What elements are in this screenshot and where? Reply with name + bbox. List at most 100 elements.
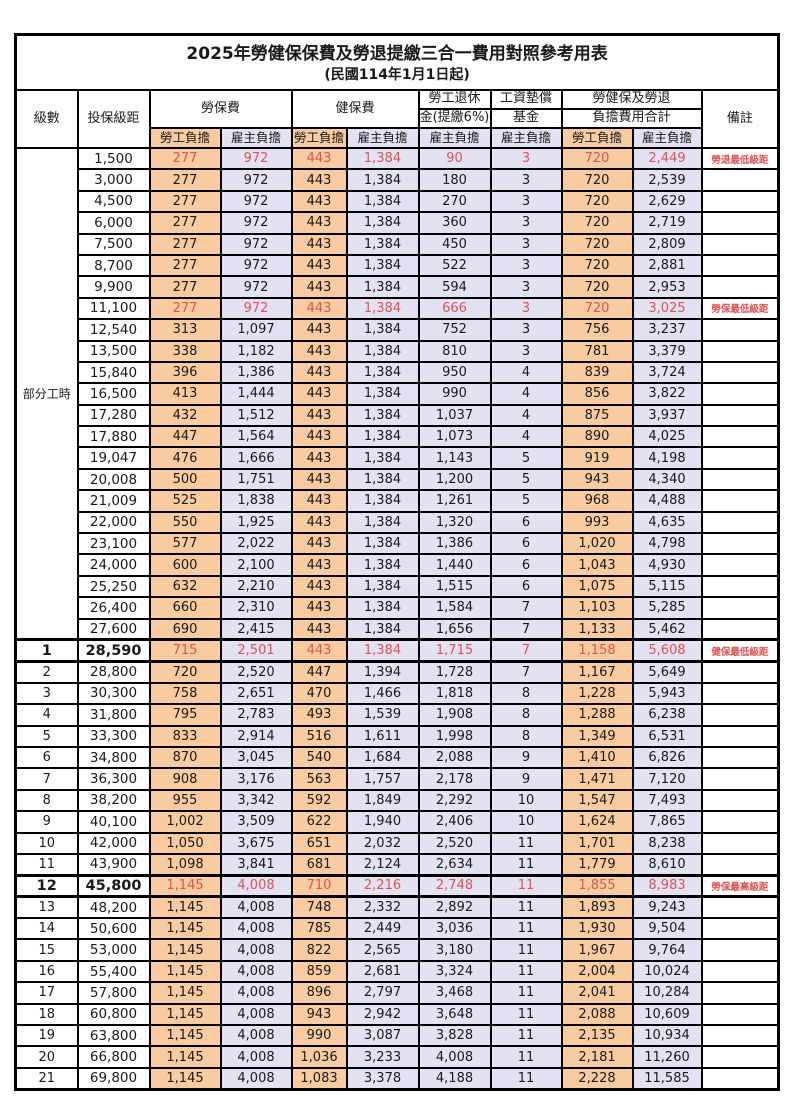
remark-cell xyxy=(700,745,780,770)
table-row: 7,500 277 972 443 1,384 450 3 720 2,809 xyxy=(16,232,780,256)
value-cell: 3 xyxy=(489,253,563,278)
value-cell: 3,937 xyxy=(631,403,703,428)
salary-cell: 12,540 xyxy=(76,318,151,342)
salary-cell: 28,590 xyxy=(76,638,151,663)
table-row: 19,047 476 1,666 443 1,384 1,143 5 919 4,198 xyxy=(16,446,780,470)
value-cell: 2,178 xyxy=(417,767,492,791)
value-cell: 8,238 xyxy=(631,831,703,855)
value-cell: 1,584 xyxy=(417,596,492,620)
value-cell: 3,045 xyxy=(219,745,293,770)
value-cell: 3 xyxy=(489,189,563,214)
value-cell: 2,228 xyxy=(560,1066,634,1091)
remark-cell xyxy=(700,489,780,513)
table-row: 15,840 396 1,386 443 1,384 950 4 839 3,724 xyxy=(16,360,780,385)
value-cell: 4,340 xyxy=(631,467,703,492)
value-cell: 2,332 xyxy=(345,895,420,920)
value-cell: 1,384 xyxy=(345,296,420,321)
value-cell: 756 xyxy=(560,318,634,342)
remark-cell xyxy=(700,168,780,192)
value-cell: 2,449 xyxy=(345,917,420,941)
value-cell: 396 xyxy=(148,360,222,385)
value-cell: 972 xyxy=(219,275,293,299)
table-row: 9,900 277 972 443 1,384 594 3 720 2,953 xyxy=(16,275,780,299)
value-cell: 2,088 xyxy=(560,1002,634,1027)
value-cell: 2,719 xyxy=(631,211,703,235)
value-cell: 660 xyxy=(148,596,222,620)
value-cell: 4,008 xyxy=(219,981,293,1005)
value-cell: 493 xyxy=(290,703,348,727)
value-cell: 11 xyxy=(489,981,563,1005)
remark-cell: 健保最低級距 xyxy=(700,638,780,663)
header-pension-line1: 勞工退休 xyxy=(417,89,492,110)
value-cell: 443 xyxy=(290,596,348,620)
value-cell: 972 xyxy=(219,146,293,171)
value-cell: 1,384 xyxy=(345,574,420,599)
value-cell: 1,624 xyxy=(560,810,634,834)
salary-cell: 50,600 xyxy=(76,917,151,941)
value-cell: 4,008 xyxy=(219,1066,293,1091)
value-cell: 2,892 xyxy=(417,895,492,920)
value-cell: 1,228 xyxy=(560,681,634,706)
remark-cell xyxy=(700,617,780,642)
value-cell: 1,143 xyxy=(417,446,492,470)
value-cell: 1,384 xyxy=(345,596,420,620)
value-cell: 1,440 xyxy=(417,553,492,577)
level-cell: 10 xyxy=(14,831,79,855)
value-cell: 993 xyxy=(560,510,634,535)
value-cell: 1,779 xyxy=(560,852,634,877)
table-title: 2025年勞健保保費及勞退提繳三合一費用對照參考用表 xyxy=(186,43,608,64)
value-cell: 3 xyxy=(489,339,563,363)
value-cell: 180 xyxy=(417,168,492,192)
value-cell: 1,145 xyxy=(148,895,222,920)
remark-cell xyxy=(700,211,780,235)
value-cell: 781 xyxy=(560,339,634,363)
value-cell: 3,324 xyxy=(417,959,492,984)
value-cell: 7,493 xyxy=(631,788,703,813)
value-cell: 6 xyxy=(489,532,563,556)
value-cell: 1,930 xyxy=(560,917,634,941)
value-cell: 1,145 xyxy=(148,938,222,962)
value-cell: 3 xyxy=(489,168,563,192)
value-cell: 1,384 xyxy=(345,360,420,385)
value-cell: 11,260 xyxy=(631,1045,703,1069)
value-cell: 870 xyxy=(148,745,222,770)
value-cell: 720 xyxy=(560,211,634,235)
value-cell: 443 xyxy=(290,360,348,385)
value-cell: 622 xyxy=(290,810,348,834)
remark-cell xyxy=(700,1002,780,1027)
table-row: 12 45,800 1,145 4,008 710 2,216 2,748 11 1,855 8,… xyxy=(14,873,780,899)
remark-cell xyxy=(700,938,780,962)
value-cell: 943 xyxy=(560,467,634,492)
value-cell: 1,384 xyxy=(345,253,420,278)
value-cell: 795 xyxy=(148,703,222,727)
table-row: 10 42,000 1,050 3,675 651 2,032 2,520 11 1,701 8,… xyxy=(14,831,780,855)
table-row: 11,100 277 972 443 1,384 666 3 720 3,025 勞保最低級距 xyxy=(16,296,780,321)
value-cell: 3 xyxy=(489,318,563,342)
value-cell: 5 xyxy=(489,446,563,470)
value-cell: 277 xyxy=(148,189,222,214)
value-cell: 10 xyxy=(489,810,563,834)
value-cell: 1,855 xyxy=(560,873,634,899)
remark-cell xyxy=(700,510,780,535)
value-cell: 11 xyxy=(489,852,563,877)
table-row: 9 40,100 1,002 3,509 622 1,940 2,406 10 1,624 7,8… xyxy=(14,810,780,834)
value-cell: 3 xyxy=(489,296,563,321)
remark-cell xyxy=(700,425,780,449)
value-cell: 4,188 xyxy=(417,1066,492,1091)
value-cell: 10,024 xyxy=(631,959,703,984)
level-cell: 9 xyxy=(14,810,79,834)
value-cell: 4,008 xyxy=(219,917,293,941)
salary-cell: 6,000 xyxy=(76,211,151,235)
value-cell: 2,088 xyxy=(417,745,492,770)
value-cell: 8 xyxy=(489,724,563,748)
table-row: 13,500 338 1,182 443 1,384 810 3 781 3,379 xyxy=(16,339,780,363)
level-cell: 7 xyxy=(14,767,79,791)
value-cell: 1,384 xyxy=(345,318,420,342)
value-cell: 1,384 xyxy=(345,382,420,406)
value-cell: 1,466 xyxy=(345,681,420,706)
remark-cell xyxy=(700,253,780,278)
salary-cell: 40,100 xyxy=(76,810,151,834)
remark-cell xyxy=(700,275,780,299)
value-cell: 3,180 xyxy=(417,938,492,962)
table-row: 8,700 277 972 443 1,384 522 3 720 2,881 xyxy=(16,253,780,278)
